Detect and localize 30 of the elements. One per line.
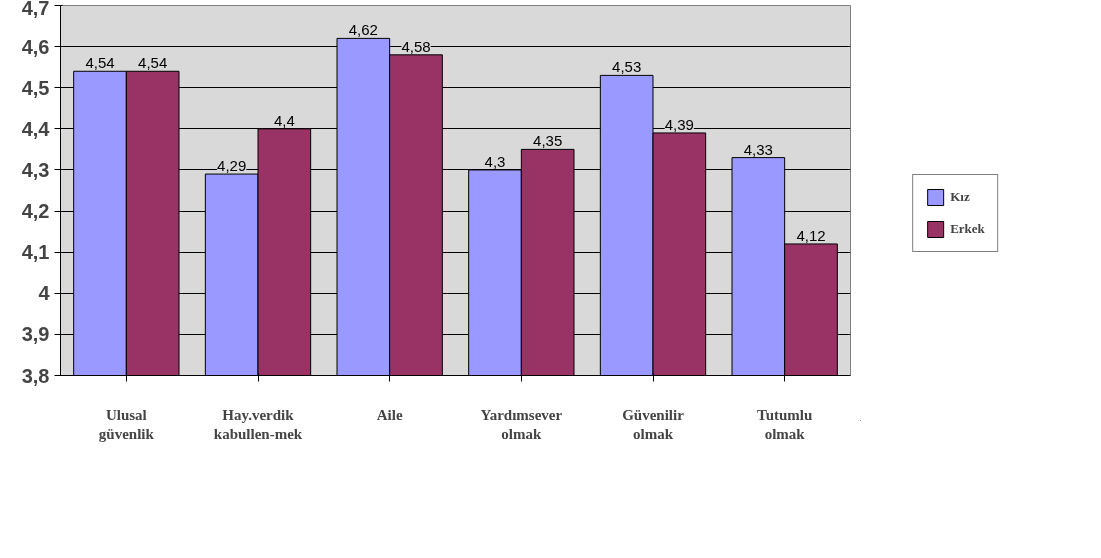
y-tick-label: 4,5 <box>21 76 50 99</box>
data-label: 4,35 <box>533 132 563 150</box>
data-label: 4,29 <box>217 157 247 175</box>
data-label: 4,54 <box>85 54 115 72</box>
x-tick-label: Güvenilir olmak <box>622 406 685 442</box>
x-tick-label: Hay.verdik kabullen-mek <box>213 406 303 442</box>
data-label: 4,3 <box>484 152 506 170</box>
data-label: 4,62 <box>348 21 378 39</box>
x-tick-label: Ulusal güvenlik <box>98 406 155 442</box>
x-tick-label: Yardımsever olmak <box>480 406 563 442</box>
y-tick-label: 4,2 <box>21 200 50 223</box>
legend-label: Kız <box>950 188 971 205</box>
data-label: 4,54 <box>138 54 168 72</box>
y-tick-label: 4,1 <box>21 241 50 264</box>
legend-label: Erkek <box>950 220 985 237</box>
data-label: 4,53 <box>612 58 642 76</box>
y-tick-label: 4,7 <box>21 0 50 19</box>
data-label: 4,33 <box>743 140 773 158</box>
y-tick-label: 4,4 <box>21 117 51 140</box>
data-label: 4,12 <box>796 226 826 244</box>
data-label: 4,39 <box>664 115 694 133</box>
y-tick-label: 4 <box>38 282 51 305</box>
y-tick-label: 4,3 <box>21 158 50 181</box>
y-tick-label: 3,9 <box>21 323 50 346</box>
x-tick-label: Aile <box>376 406 403 423</box>
data-label: 4,4 <box>273 111 295 129</box>
y-tick-label: 3,8 <box>21 364 50 387</box>
data-label: 4,58 <box>401 37 431 55</box>
y-tick-label: 4,6 <box>21 35 50 58</box>
x-tick-label: Tutumlu olmak <box>757 406 813 442</box>
